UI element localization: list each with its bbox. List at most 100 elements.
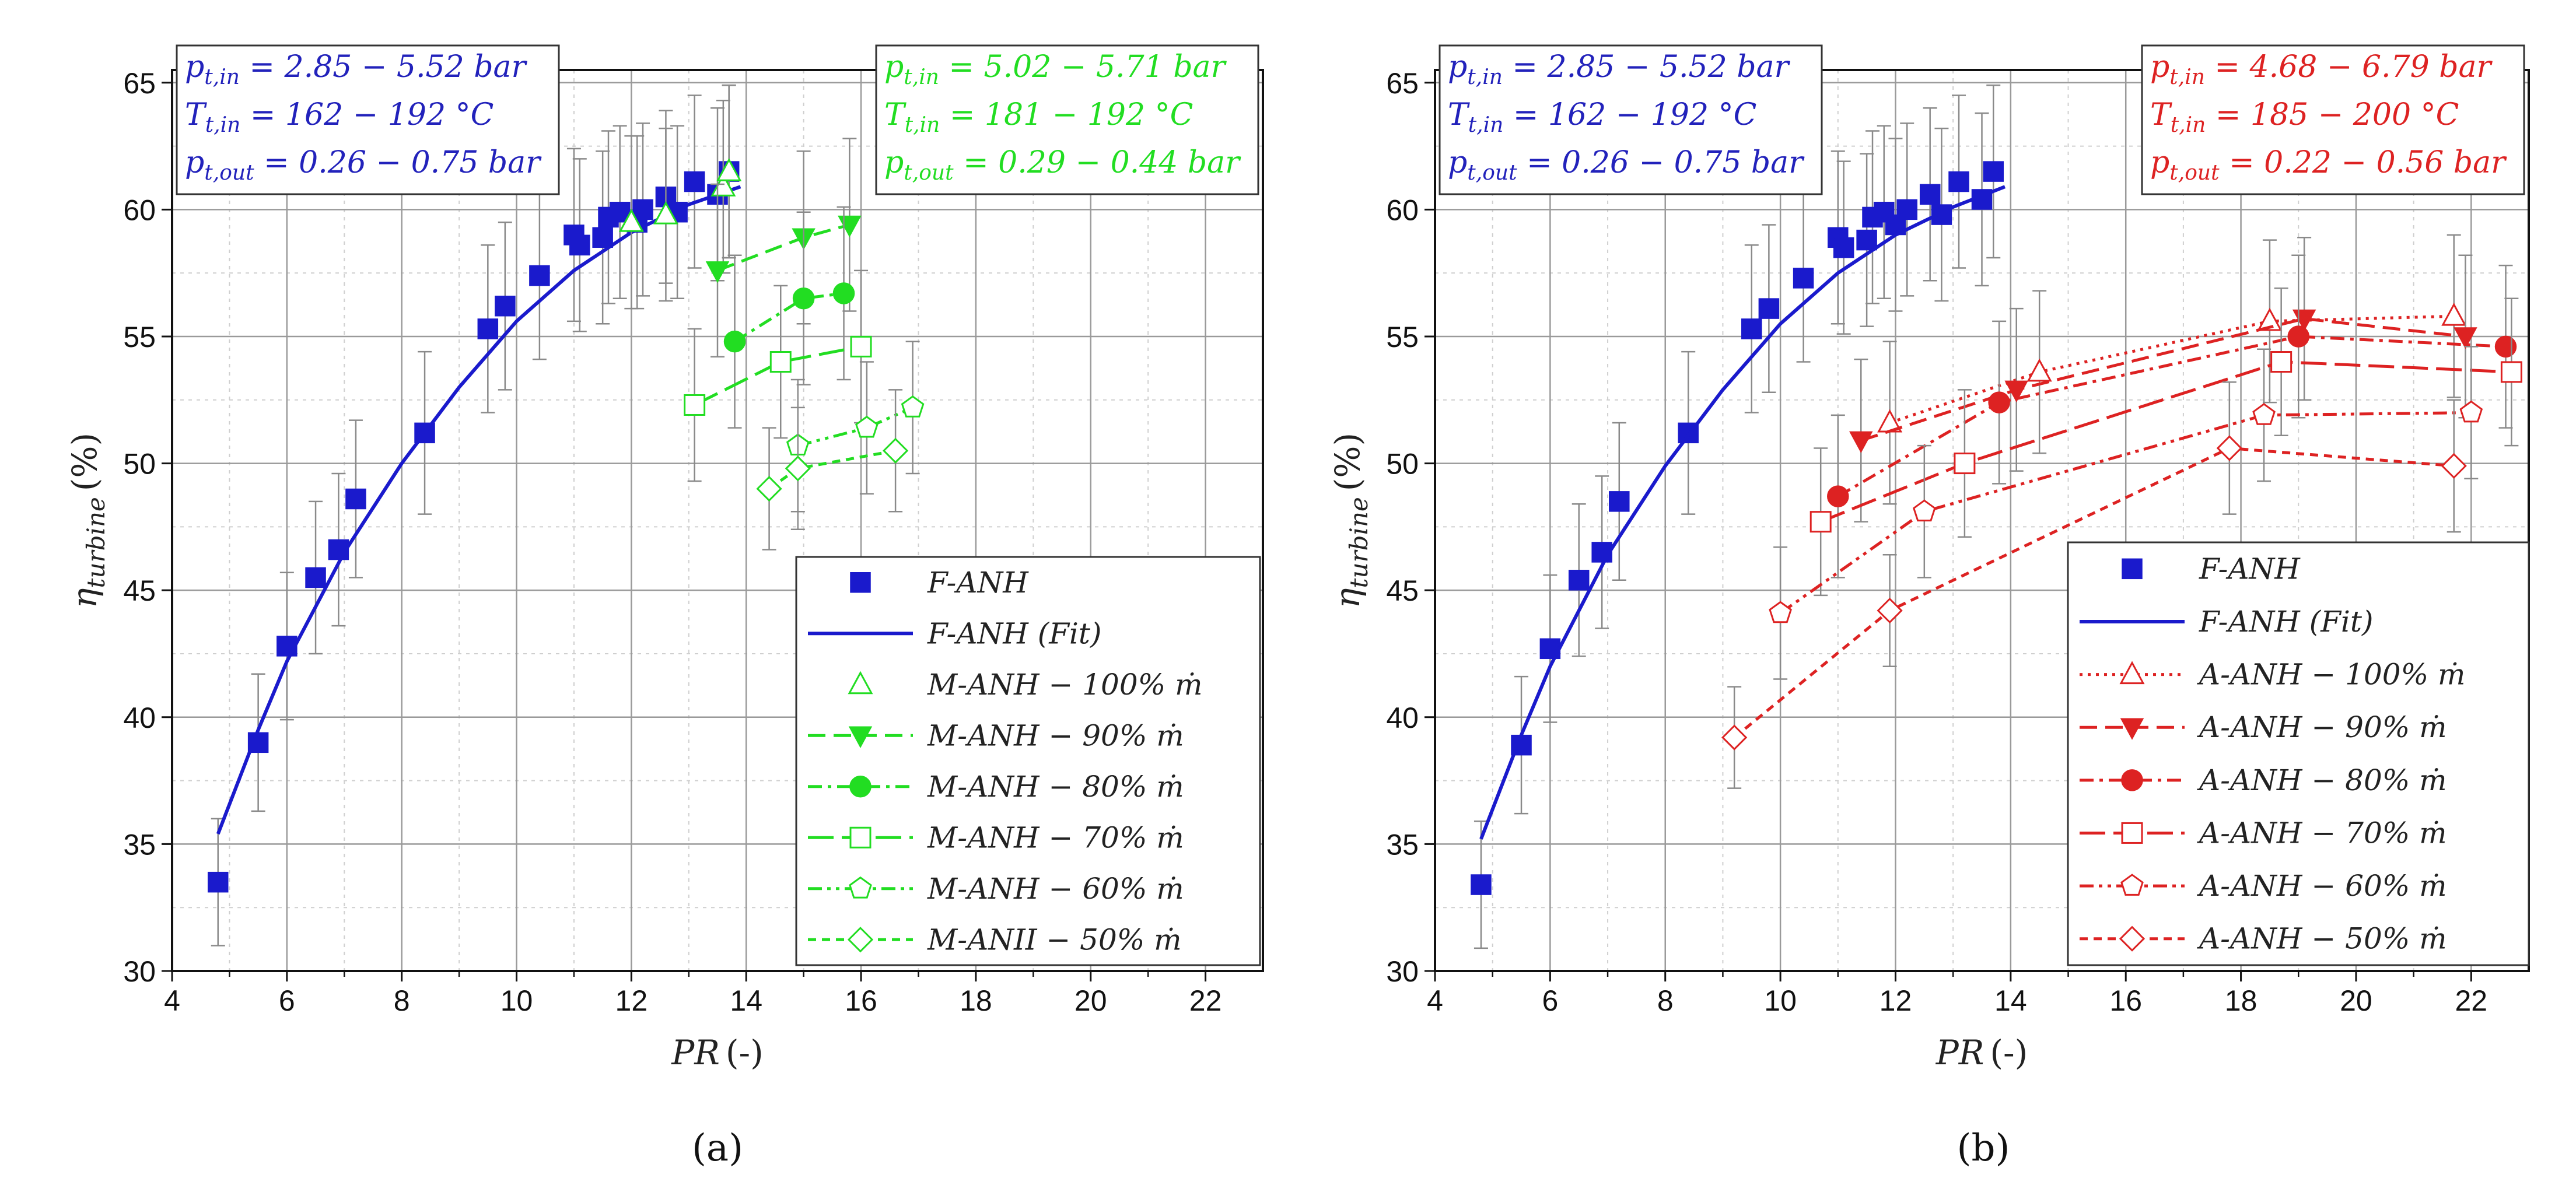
data-point	[1983, 161, 2004, 182]
x-tick-label: 10	[1764, 984, 1797, 1017]
x-tick-label: 12	[1880, 984, 1912, 1017]
legend-label: F-ANH	[2199, 552, 2301, 586]
legend-marker	[847, 927, 874, 953]
condition-box-frame	[176, 44, 560, 195]
legend-label: A-ANH − 100% ṁ	[2197, 658, 2465, 692]
data-point	[1877, 597, 1903, 624]
legend-marker	[2122, 558, 2143, 580]
x-axis-label: PR (-)	[671, 1033, 764, 1072]
data-point	[1758, 298, 1780, 319]
data-point	[769, 350, 792, 373]
data-point	[1471, 874, 1492, 895]
condition-text: Tt,in = 181 − 192 °C	[884, 97, 1193, 137]
data-point	[2459, 400, 2483, 423]
data-point	[653, 201, 678, 225]
legend-marker	[2119, 661, 2145, 685]
data-point	[2287, 325, 2310, 348]
x-axis-label: PR (-)	[1936, 1033, 2028, 1072]
series-line	[1889, 314, 2454, 425]
x-tick-label: 18	[960, 984, 992, 1017]
data-point	[592, 227, 613, 248]
series-2	[1877, 234, 2467, 505]
x-tick-label: 10	[501, 984, 533, 1017]
data-point	[855, 415, 878, 438]
data-point	[850, 335, 872, 357]
legend-marker	[848, 726, 873, 748]
x-tick-label: 16	[845, 984, 877, 1017]
condition-text: pt,in = 5.02 − 5.71 bar	[884, 50, 1227, 89]
legend-label: M-ANII − 50% ṁ	[927, 923, 1182, 956]
legend-marker	[849, 876, 872, 899]
y-tick-label: 45	[1386, 574, 1419, 607]
series-line	[1820, 360, 2512, 523]
y-tick-label: 55	[123, 321, 156, 353]
data-point	[1568, 570, 1590, 591]
data-point	[569, 234, 590, 256]
series-line	[1779, 411, 2472, 615]
panel-label: (b)	[1957, 1127, 2010, 1170]
condition-box-frame	[2141, 44, 2525, 195]
legend-frame	[795, 556, 1261, 966]
data-point	[832, 282, 855, 304]
data-point	[2270, 350, 2292, 373]
data-point	[684, 394, 706, 416]
y-tick-label: 35	[123, 828, 156, 861]
legend-label: A-ANH − 90% ṁ	[2197, 710, 2447, 744]
y-tick-label: 30	[123, 955, 156, 988]
legend-marker	[2121, 822, 2143, 844]
x-tick-label: 4	[1427, 984, 1443, 1017]
data-point	[1954, 453, 1976, 475]
condition-box-top-right: pt,in = 5.02 − 5.71 bar Tt,in = 181 − 192…	[875, 44, 1259, 195]
data-point	[2216, 435, 2242, 461]
condition-text: Tt,in = 162 − 192 °C	[1448, 97, 1756, 137]
chart-panel-a: 4 6 8 10 12 14 16 18 20 22 30 35 40 45 50 55 60 65 PR (-) ηt…	[65, 44, 1264, 1170]
legend-marker	[2120, 874, 2144, 896]
data-point	[1721, 724, 1748, 751]
data-point	[529, 265, 550, 286]
legend-frame	[2067, 541, 2530, 966]
panel-label: (a)	[692, 1127, 743, 1170]
data-point	[1862, 206, 1883, 228]
condition-text: Tt,in = 185 − 200 °C	[2150, 97, 2459, 137]
x-tick-label: 20	[2340, 984, 2372, 1017]
y-tick-label: 30	[1386, 955, 1419, 988]
series-line	[1837, 335, 2506, 498]
data-point	[716, 157, 742, 181]
data-point	[1912, 499, 1936, 522]
series-line	[734, 292, 844, 343]
data-point	[2441, 303, 2467, 326]
data-point	[1810, 511, 1832, 533]
series-line	[717, 223, 850, 272]
condition-box-top-left: pt,in = 2.85 − 5.52 bar Tt,in = 162 − 192…	[1438, 44, 1823, 195]
data-point	[495, 295, 516, 317]
data-point	[1741, 318, 1762, 339]
y-tick-label: 35	[1386, 828, 1419, 861]
legend-label: F-ANH (Fit)	[2199, 605, 2374, 639]
y-tick-label: 45	[123, 574, 156, 607]
legend-label: A-ANH − 60% ṁ	[2197, 869, 2447, 903]
x-tick-label: 8	[1657, 984, 1674, 1017]
data-point	[632, 199, 653, 220]
y-tick-label: 50	[1386, 448, 1419, 481]
legend-marker	[2120, 718, 2144, 740]
condition-text: pt,out = 0.26 − 0.75 bar	[1448, 145, 1805, 185]
condition-text: Tt,in = 162 − 192 °C	[185, 97, 494, 137]
y-tick-label: 65	[123, 67, 156, 100]
y-axis-label: ηturbine(%)	[1328, 433, 1373, 608]
x-tick-label: 4	[164, 984, 180, 1017]
data-point	[2454, 327, 2477, 349]
data-point	[2257, 307, 2283, 331]
data-point	[2441, 453, 2467, 479]
series-4	[1827, 254, 2517, 579]
legend-marker	[2121, 769, 2143, 791]
legend-marker	[850, 572, 871, 593]
legend-marker	[848, 671, 873, 695]
data-point	[1769, 601, 1792, 623]
legend-marker	[849, 826, 872, 849]
data-point	[723, 330, 746, 353]
series-1	[216, 185, 741, 835]
legend: F-ANH F-ANH (Fit) A-ANH − 100% ṁ A-ANH − 90…	[2067, 541, 2530, 966]
data-point	[1609, 491, 1630, 512]
data-point	[2004, 380, 2028, 402]
